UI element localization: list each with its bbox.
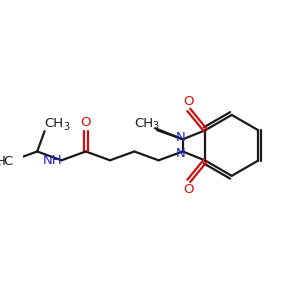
Text: O: O bbox=[184, 95, 194, 108]
Text: 3: 3 bbox=[152, 122, 158, 131]
Text: CH: CH bbox=[134, 117, 154, 130]
Text: 3: 3 bbox=[0, 159, 1, 169]
Text: C: C bbox=[3, 155, 12, 168]
Text: NH: NH bbox=[43, 154, 62, 167]
Text: O: O bbox=[184, 183, 194, 196]
Text: N: N bbox=[176, 131, 186, 144]
Text: CH: CH bbox=[44, 117, 63, 130]
Text: 3: 3 bbox=[63, 122, 69, 132]
Text: O: O bbox=[80, 116, 91, 129]
Text: N: N bbox=[176, 147, 186, 160]
Text: H: H bbox=[0, 155, 6, 168]
